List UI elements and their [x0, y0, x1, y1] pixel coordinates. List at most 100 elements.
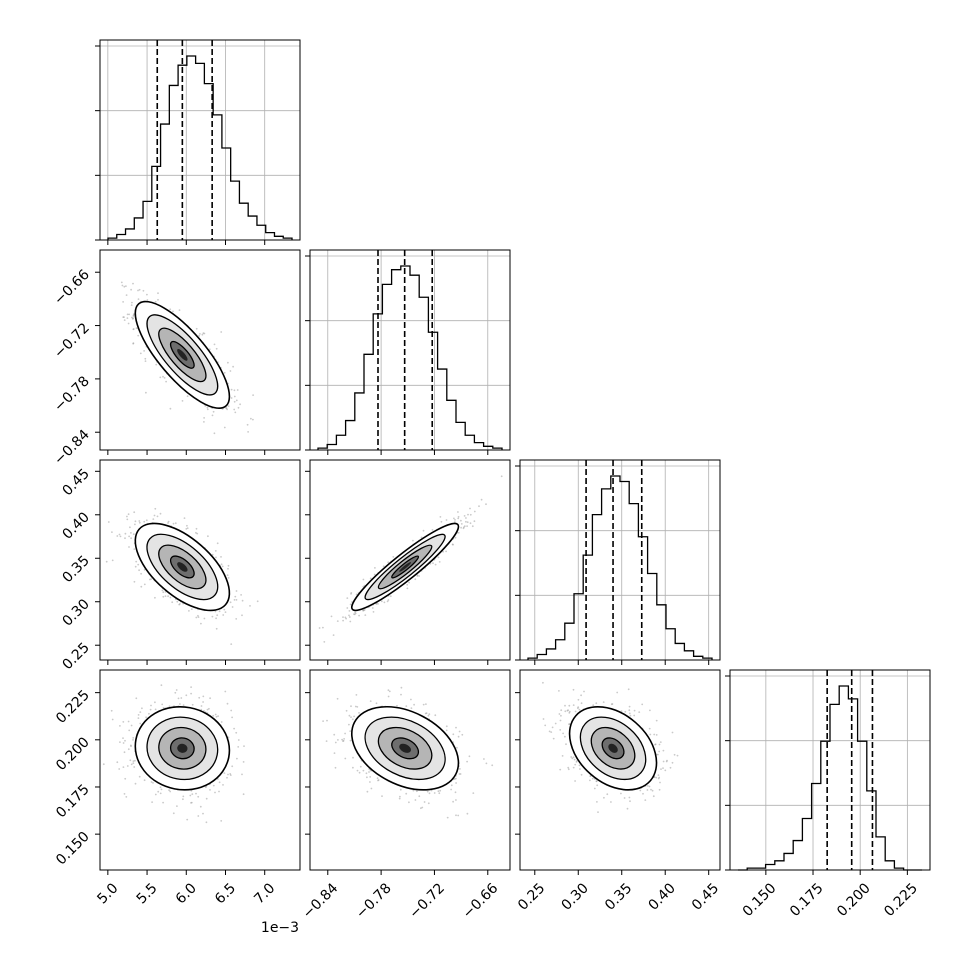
sample-point [154, 596, 156, 599]
sample-point [160, 788, 163, 791]
sample-point [122, 742, 125, 744]
sample-point [459, 773, 462, 775]
sample-point [603, 796, 605, 799]
density-panel-2-3 [519, 669, 721, 871]
sample-point [134, 520, 137, 523]
sample-point [237, 746, 240, 748]
sample-point [230, 643, 233, 645]
sample-point [450, 784, 453, 787]
sample-point [352, 766, 354, 769]
sample-point [633, 709, 636, 712]
sample-point [145, 391, 147, 394]
sample-point [195, 527, 198, 530]
sample-point [218, 781, 221, 784]
sample-point [366, 790, 369, 793]
sample-point [126, 518, 129, 521]
sample-point [427, 714, 430, 717]
sample-point [353, 715, 355, 718]
sample-point [457, 515, 460, 518]
sample-point [154, 708, 157, 711]
sample-point [356, 769, 359, 772]
sample-point [369, 700, 372, 702]
sample-point [218, 610, 221, 613]
sample-point [406, 587, 409, 590]
density-panel-1-2 [309, 459, 511, 661]
sample-point [350, 716, 352, 719]
sample-point [332, 634, 335, 636]
sample-point [336, 620, 339, 622]
sample-point [190, 692, 193, 695]
sample-point [143, 568, 146, 571]
sample-point [571, 757, 574, 760]
sample-point [232, 365, 235, 368]
sample-point [241, 599, 244, 602]
sample-point [648, 785, 651, 788]
sample-point [336, 697, 339, 700]
sample-point [473, 520, 476, 523]
sample-point [138, 569, 141, 572]
sample-point [116, 535, 119, 537]
sample-point [107, 521, 110, 523]
sample-point [461, 733, 464, 736]
sample-point [423, 801, 426, 803]
sample-point [246, 423, 249, 426]
sample-point [348, 714, 351, 717]
hist-panel-0 [95, 39, 301, 241]
sample-point [222, 784, 224, 786]
sample-point [478, 505, 480, 508]
sample-point [190, 686, 193, 688]
sample-point [456, 746, 458, 749]
sample-point [131, 316, 133, 319]
sample-point [559, 768, 562, 771]
sample-point [437, 556, 440, 559]
sample-point [418, 575, 420, 577]
panel-content [542, 681, 679, 813]
sample-point [132, 342, 135, 345]
sample-point [189, 794, 192, 797]
sample-point [628, 705, 631, 708]
sample-point [137, 298, 140, 300]
sample-point [233, 599, 236, 601]
sample-point [369, 781, 371, 783]
sample-point [212, 784, 215, 787]
panel-frame [99, 459, 301, 661]
sample-point [467, 513, 469, 516]
sample-point [462, 527, 465, 530]
sample-point [231, 716, 234, 719]
sample-point [195, 792, 197, 795]
panel-frame [99, 249, 301, 451]
sample-point [627, 688, 630, 691]
sample-point [344, 732, 346, 735]
sample-point [127, 513, 130, 516]
sample-point [455, 726, 457, 729]
sample-point [334, 741, 337, 744]
sample-point [465, 520, 467, 523]
sample-point [466, 760, 468, 763]
sample-point [169, 407, 172, 410]
sample-point [182, 795, 185, 798]
density-panel-0-1 [99, 249, 301, 451]
sample-point [480, 498, 483, 501]
sample-point [137, 289, 139, 292]
sample-point [346, 597, 349, 599]
sample-point [399, 795, 401, 798]
sample-point [460, 519, 462, 522]
sample-point [366, 776, 368, 779]
sample-point [641, 703, 644, 706]
sample-point [161, 703, 164, 706]
panel-frame [729, 669, 931, 871]
sample-point [157, 292, 159, 295]
sample-point [376, 777, 379, 780]
sample-point [212, 714, 215, 717]
sample-point [413, 703, 415, 706]
sample-point [455, 799, 457, 801]
sample-point [163, 377, 166, 379]
sample-point [143, 779, 146, 782]
sample-point [457, 735, 460, 738]
sample-point [215, 347, 218, 350]
sample-point [144, 357, 147, 360]
sample-point [206, 406, 209, 409]
sample-point [342, 616, 344, 618]
sample-point [399, 788, 402, 791]
sample-point [235, 599, 238, 601]
